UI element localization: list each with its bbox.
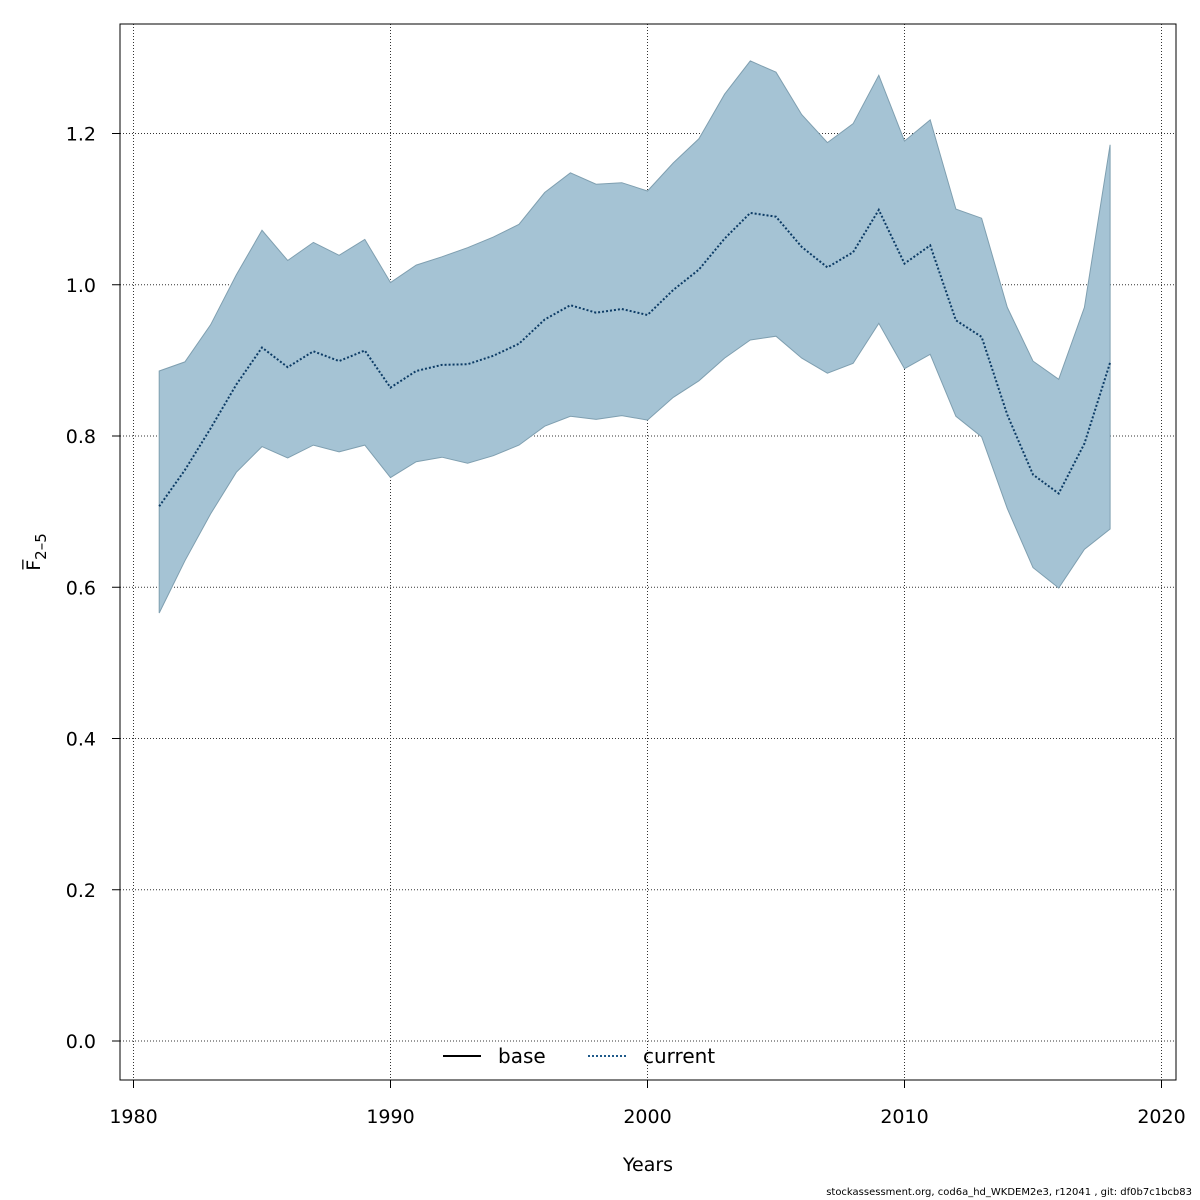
y-axis-label-sub: 2–5 xyxy=(32,533,50,560)
x-tick-label-2000: 2000 xyxy=(623,1106,671,1128)
y-axis: 0.0 0.2 0.4 0.6 0.8 1.0 1.2 xyxy=(66,124,121,1053)
y-tick-label-0.8: 0.8 xyxy=(66,426,96,448)
y-tick-label-0.6: 0.6 xyxy=(66,577,96,599)
grid xyxy=(120,24,1176,1080)
legend-label-current: current xyxy=(643,1044,715,1068)
y-tick-label-1.2: 1.2 xyxy=(66,124,96,146)
x-axis: 1980 1990 2000 2010 2020 xyxy=(109,1079,1186,1128)
y-tick-label-0.2: 0.2 xyxy=(66,880,96,902)
x-tick-label-1990: 1990 xyxy=(366,1106,414,1128)
x-tick-label-1980: 1980 xyxy=(109,1106,157,1128)
legend-label-base: base xyxy=(498,1044,546,1068)
y-tick-label-0.0: 0.0 xyxy=(66,1031,96,1053)
x-axis-label: Years xyxy=(622,1154,673,1176)
legend: base current xyxy=(443,1044,715,1068)
y-tick-label-0.4: 0.4 xyxy=(66,729,96,751)
confidence-band xyxy=(158,60,1111,614)
x-tick-label-2020: 2020 xyxy=(1137,1106,1185,1128)
y-axis-label-main: F̅ xyxy=(21,559,45,571)
y-axis-label: F̅2–5 xyxy=(21,533,50,571)
series-line-current xyxy=(158,207,1112,507)
x-tick-label-2010: 2010 xyxy=(880,1106,928,1128)
y-tick-label-1.0: 1.0 xyxy=(66,275,96,297)
footer-caption: stockassessment.org, cod6a_hd_WKDEM2e3, … xyxy=(826,1187,1192,1198)
